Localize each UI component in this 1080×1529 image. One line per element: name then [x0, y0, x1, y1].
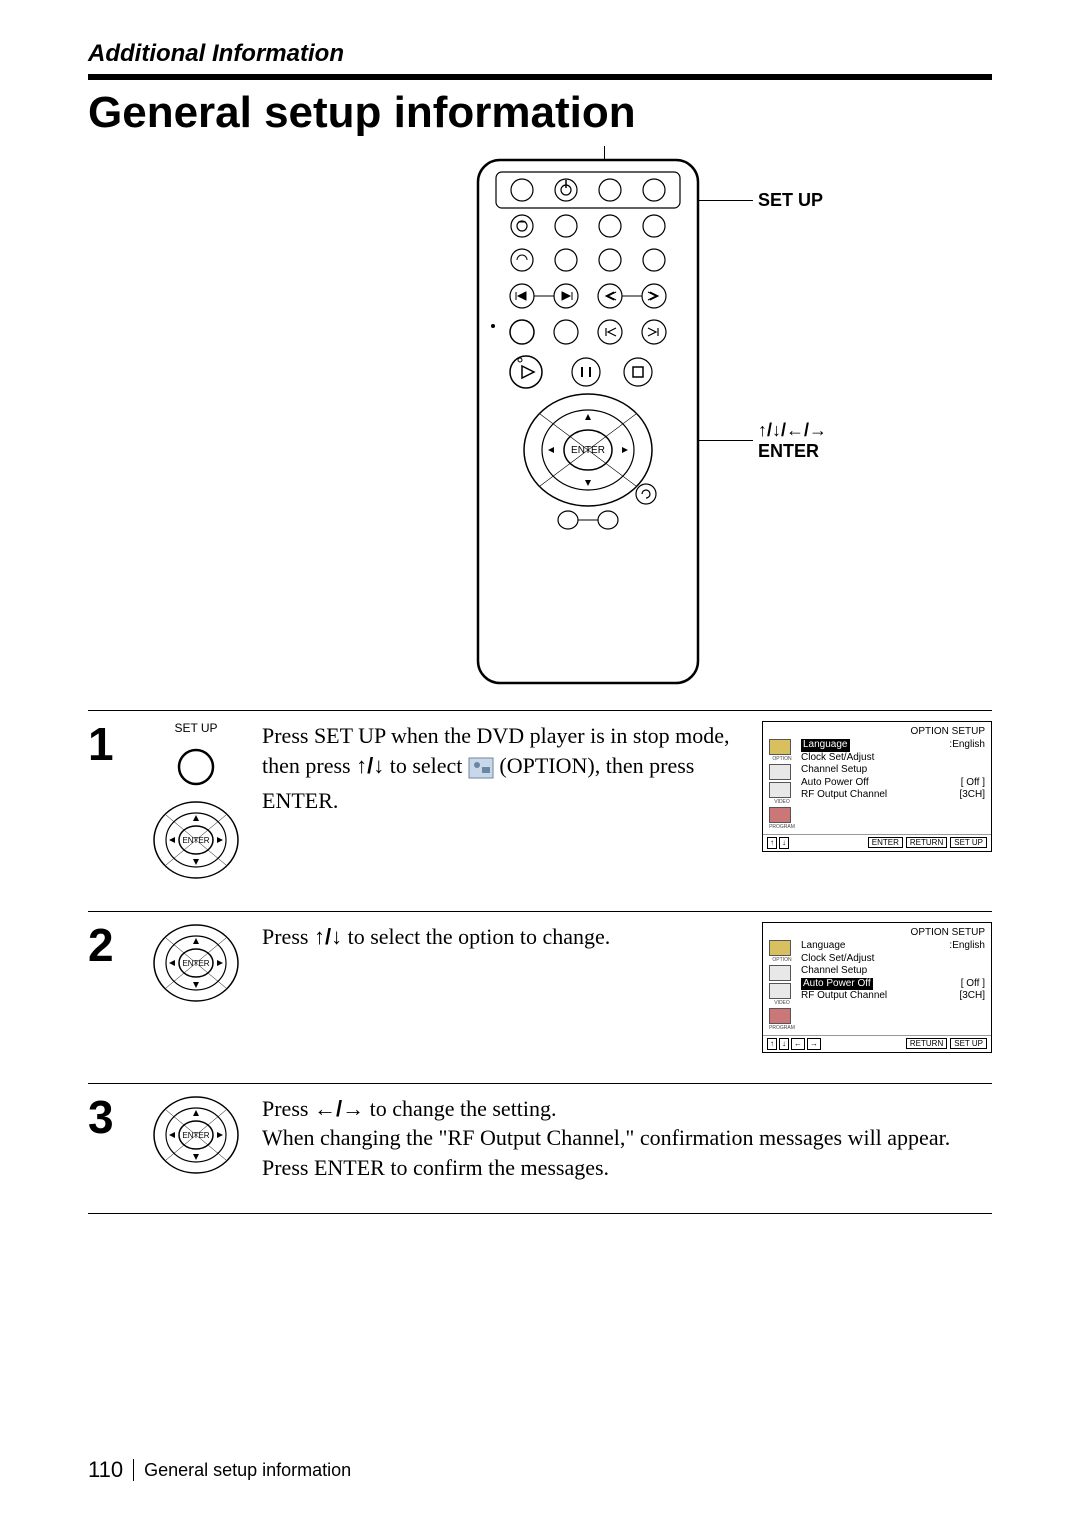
text-part-a: Press: [262, 924, 314, 949]
osd-row: Clock Set/Adjust: [801, 953, 985, 966]
arrows-label: ↑/↓/←/→: [758, 420, 827, 440]
thick-rule: [88, 74, 992, 80]
text-part-b: to change the setting.: [364, 1096, 556, 1121]
osd-footer: ↑↓←→ RETURNSET UP: [763, 1035, 991, 1052]
setup-label: SET UP: [174, 721, 217, 735]
setup-button-icon: [176, 747, 216, 787]
osd-row: Language:English: [801, 739, 985, 752]
text-part-a: Press: [262, 1096, 314, 1121]
osd-row: Channel Setup: [801, 764, 985, 777]
osd-icon-label: VIDEO: [769, 800, 795, 805]
page-number: 110: [88, 1457, 123, 1483]
osd-rows: Language:English Clock Set/Adjust Channe…: [801, 739, 985, 830]
osd-title: OPTION SETUP: [763, 923, 991, 940]
dpad-icon: ENTER: [151, 1094, 241, 1176]
osd-screenshot: OPTION SETUP OPTION VIDEO PROGRAM Langua…: [762, 922, 992, 1053]
arrows-symbol: ↑/↓: [356, 753, 384, 778]
osd-icon: [769, 807, 791, 823]
arrows-symbol: ↑/↓: [314, 924, 342, 949]
step-icons: ENTER: [148, 922, 244, 1004]
osd-box: OPTION SETUP OPTION VIDEO PROGRAM Langua…: [762, 922, 992, 1053]
osd-box: OPTION SETUP OPTION VIDEO PROGRAM Langua…: [762, 721, 992, 852]
osd-iconcol: OPTION VIDEO PROGRAM: [769, 940, 795, 1031]
osd-icon-label: OPTION: [769, 958, 795, 963]
dpad-icon: ENTER: [151, 922, 241, 1004]
osd-icon: [769, 739, 791, 755]
osd-row: Clock Set/Adjust: [801, 752, 985, 765]
arrows-symbol: ←/→: [314, 1096, 364, 1121]
step-icons: ENTER: [148, 1094, 244, 1176]
step-number: 3: [88, 1094, 130, 1140]
svg-text:ENTER: ENTER: [182, 836, 209, 845]
osd-icon: [769, 1008, 791, 1024]
dpad-icon: ENTER: [151, 799, 241, 881]
osd-icon: [769, 940, 791, 956]
osd-row: Auto Power Off[ Off ]: [801, 777, 985, 790]
osd-icon-label: OPTION: [769, 757, 795, 762]
osd-title: OPTION SETUP: [763, 722, 991, 739]
step-text: Press SET UP when the DVD player is in s…: [262, 721, 744, 816]
enter-callout: ENTER: [758, 441, 819, 461]
page-title: General setup information: [88, 88, 992, 138]
remote-diagram: SET UP ↑/↓/←/→ ENTER: [88, 150, 992, 710]
step-2: 2 ENTER Press ↑/↓ to select the option t…: [88, 911, 992, 1083]
step-text: Press ←/→ to change the setting. When ch…: [262, 1094, 992, 1183]
osd-icon: [769, 983, 791, 999]
osd-icon: [769, 965, 791, 981]
osd-icon: [769, 764, 791, 780]
svg-text:ENTER: ENTER: [182, 959, 209, 968]
footer-separator: [133, 1459, 134, 1481]
setup-callout: SET UP: [758, 190, 823, 211]
option-tile-icon: [468, 757, 494, 787]
osd-icon: [769, 782, 791, 798]
osd-screenshot: OPTION SETUP OPTION VIDEO PROGRAM Langua…: [762, 721, 992, 852]
steps: 1 SET UP ENTER Press SET UP when the DVD…: [88, 710, 992, 1214]
text-part-b: to select: [384, 753, 468, 778]
osd-row: RF Output Channel[3CH]: [801, 789, 985, 802]
page-footer: 110 General setup information: [88, 1457, 992, 1483]
osd-row: Auto Power Off[ Off ]: [801, 978, 985, 991]
remote-svg: ENTER: [468, 150, 708, 690]
osd-iconcol: OPTION VIDEO PROGRAM: [769, 739, 795, 830]
text-part-b: to select the option to change.: [342, 924, 610, 949]
step-text: Press ↑/↓ to select the option to change…: [262, 922, 744, 952]
step-3: 3 ENTER Press ←/→ to change the setting.…: [88, 1083, 992, 1214]
osd-footer: ↑↓ ENTERRETURNSET UP: [763, 834, 991, 851]
footer-title: General setup information: [144, 1460, 351, 1481]
osd-icon-label: VIDEO: [769, 1001, 795, 1006]
osd-icon-label: PROGRAM: [769, 825, 795, 830]
osd-row: RF Output Channel[3CH]: [801, 990, 985, 1003]
step-number: 2: [88, 922, 130, 968]
arrows-callout: ↑/↓/←/→ ENTER: [758, 420, 827, 462]
svg-text:ENTER: ENTER: [182, 1131, 209, 1140]
osd-rows: Language:English Clock Set/Adjust Channe…: [801, 940, 985, 1031]
svg-text:ENTER: ENTER: [571, 445, 605, 456]
osd-icon-label: PROGRAM: [769, 1026, 795, 1031]
text-extra: When changing the "RF Output Channel," c…: [262, 1125, 950, 1180]
section-header: Additional Information: [88, 40, 992, 68]
step-number: 1: [88, 721, 130, 767]
step-1: 1 SET UP ENTER Press SET UP when the DVD…: [88, 710, 992, 911]
osd-row: Language:English: [801, 940, 985, 953]
osd-row: Channel Setup: [801, 965, 985, 978]
step-icons: SET UP ENTER: [148, 721, 244, 881]
